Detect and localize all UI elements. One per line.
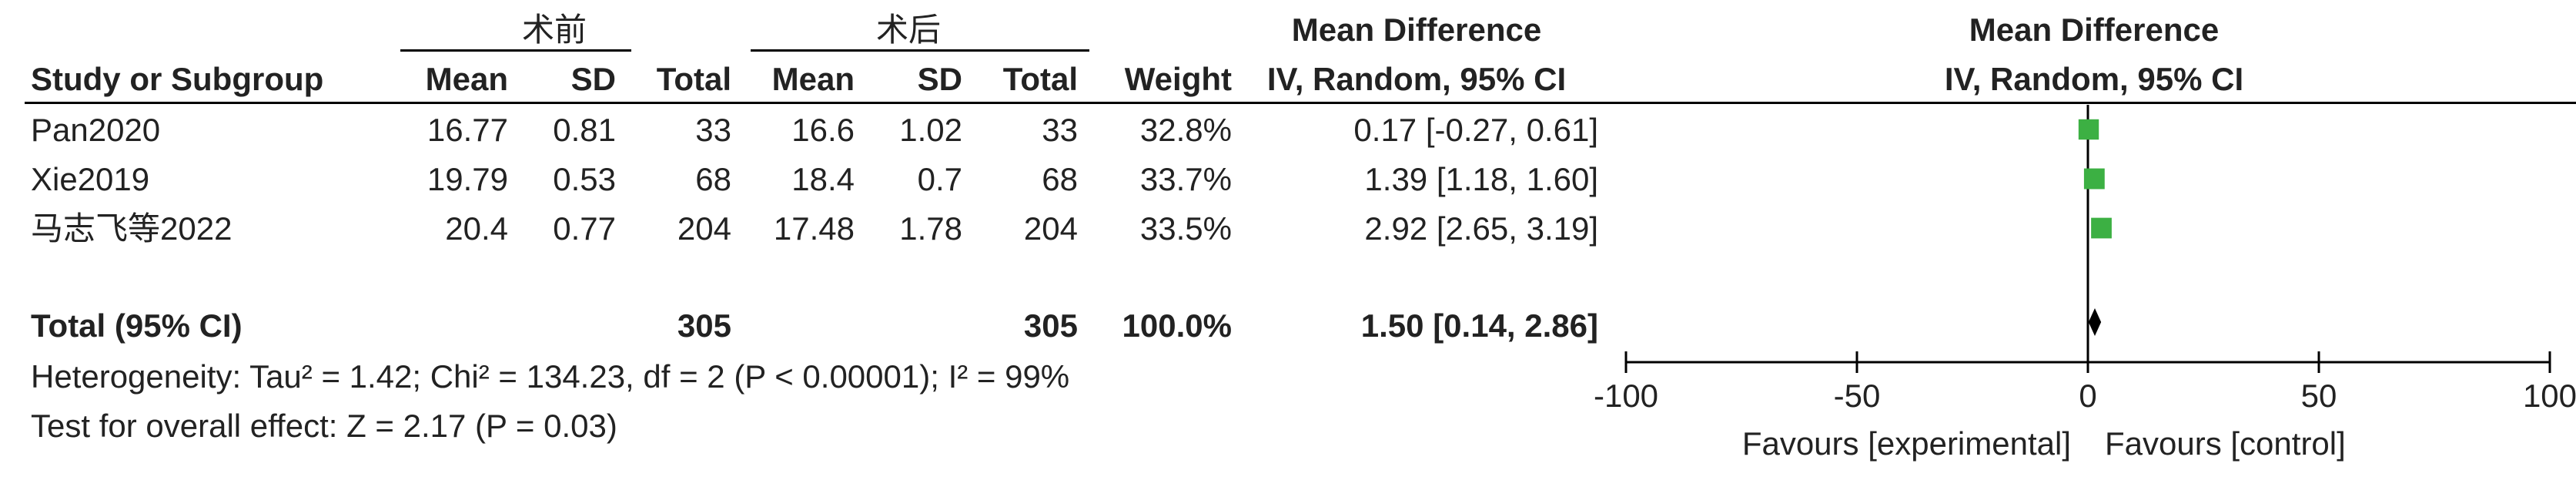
- experimental-sd-header: SD: [570, 61, 616, 97]
- control-group-header: 术后: [875, 12, 941, 48]
- experimental-mean: 19.79: [427, 161, 508, 197]
- control-total: 204: [1023, 210, 1078, 247]
- study-weight: 32.8%: [1139, 112, 1232, 148]
- control-mean-header: Mean: [771, 61, 855, 97]
- control-sd-header: SD: [917, 61, 962, 97]
- experimental-sd: 0.53: [553, 161, 616, 197]
- x-axis-tick-label: 100: [2523, 378, 2576, 414]
- forest-plot: -100 -50 0 50 100 Favours [experimental] Favou…: [1594, 105, 2576, 462]
- experimental-group-header: 术前: [521, 12, 587, 48]
- md-column-title: Mean Difference: [1291, 12, 1542, 48]
- study-ci: 0.17 [-0.27, 0.61]: [1353, 112, 1598, 148]
- experimental-sd: 0.81: [553, 112, 616, 148]
- study-name: Pan2020: [31, 112, 161, 148]
- study-effect-marker: [2091, 217, 2112, 239]
- plot-title: Mean Difference: [1969, 12, 2220, 48]
- md-method-header: IV, Random, 95% CI: [1266, 61, 1567, 97]
- experimental-group-rule: [400, 49, 631, 52]
- control-total-header: Total: [1002, 61, 1078, 97]
- study-name: 马志飞等2022: [31, 210, 233, 247]
- study-ci: 1.39 [1.18, 1.60]: [1364, 161, 1598, 197]
- study-column-header: Study or Subgroup: [31, 61, 324, 97]
- total-weight: 100.0%: [1122, 307, 1232, 344]
- experimental-total: 204: [677, 210, 731, 247]
- control-total: 68: [1042, 161, 1078, 197]
- control-mean: 18.4: [791, 161, 855, 197]
- control-sd: 0.7: [917, 161, 962, 197]
- experimental-mean: 20.4: [445, 210, 508, 247]
- plot-method-header: IV, Random, 95% CI: [1944, 61, 2244, 97]
- study-ci: 2.92 [2.65, 3.19]: [1364, 210, 1598, 247]
- study-name: Xie2019: [31, 161, 150, 197]
- experimental-total: 33: [695, 112, 731, 148]
- experimental-grand-total: 305: [677, 307, 731, 344]
- heterogeneity-text: Heterogeneity: Tau² = 1.42; Chi² = 134.2…: [31, 358, 1070, 395]
- x-axis-tick-label: -50: [1834, 378, 1881, 414]
- study-weight: 33.5%: [1139, 210, 1232, 247]
- weight-header: Weight: [1124, 61, 1232, 97]
- x-axis-tick-label: 50: [2301, 378, 2337, 414]
- header-rule: [25, 102, 2576, 104]
- control-mean: 16.6: [791, 112, 855, 148]
- study-effect-marker: [2078, 119, 2099, 140]
- x-axis-tick-label: -100: [1594, 378, 1658, 414]
- favours-control-label: Favours [control]: [2105, 425, 2346, 462]
- control-sd: 1.02: [899, 112, 962, 148]
- experimental-total-header: Total: [656, 61, 731, 97]
- favours-experimental-label: Favours [experimental]: [1742, 425, 2071, 462]
- control-grand-total: 305: [1023, 307, 1078, 344]
- experimental-sd: 0.77: [553, 210, 616, 247]
- control-sd: 1.78: [899, 210, 962, 247]
- pooled-effect-diamond: [2088, 308, 2102, 336]
- experimental-total: 68: [695, 161, 731, 197]
- control-total: 33: [1042, 112, 1078, 148]
- experimental-mean-header: Mean: [425, 61, 508, 97]
- experimental-mean: 16.77: [427, 112, 508, 148]
- study-effect-marker: [2083, 168, 2105, 190]
- total-label: Total (95% CI): [31, 307, 243, 344]
- study-weight: 33.7%: [1139, 161, 1232, 197]
- x-axis-tick-label: 0: [2079, 378, 2096, 414]
- overall-effect-text: Test for overall effect: Z = 2.17 (P = 0…: [31, 408, 617, 444]
- control-group-rule: [751, 49, 1089, 52]
- pooled-ci: 1.50 [0.14, 2.86]: [1360, 307, 1598, 344]
- control-mean: 17.48: [773, 210, 855, 247]
